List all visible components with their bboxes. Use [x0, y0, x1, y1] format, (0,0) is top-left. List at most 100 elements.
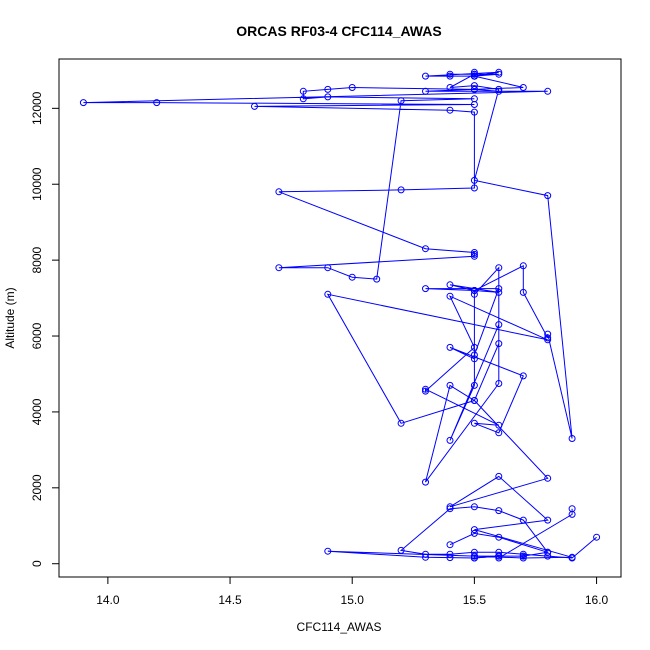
data-point [519, 552, 527, 560]
data-point [470, 72, 478, 80]
data-point [495, 264, 503, 272]
x-tick-label: 15.5 [463, 593, 487, 607]
data-point [544, 552, 552, 560]
y-tick-label: 8000 [30, 246, 44, 273]
data-point [495, 472, 503, 480]
data-point [470, 82, 478, 90]
x-tick-label: 15.0 [341, 593, 365, 607]
data-point [470, 95, 478, 103]
data-point [470, 526, 478, 534]
data-point [446, 292, 454, 300]
data-point [422, 478, 429, 486]
data-point [446, 70, 454, 78]
data-point [446, 84, 454, 91]
data-point [422, 245, 429, 253]
data-point [470, 70, 478, 78]
data-point [470, 397, 478, 404]
data-point [544, 548, 552, 556]
data-point [470, 249, 478, 256]
data-point [422, 87, 429, 95]
data-point [446, 436, 454, 444]
x-tick-label: 14.5 [218, 593, 242, 607]
plot-frame [58, 58, 622, 578]
data-point [446, 550, 454, 558]
data-point [446, 554, 454, 562]
x-tick-label: 14.0 [96, 593, 120, 607]
data-point [519, 372, 527, 380]
series-layer [79, 68, 601, 562]
y-tick-label: 12000 [30, 91, 44, 125]
data-point [470, 287, 478, 294]
data-point [324, 264, 332, 272]
data-point [470, 184, 478, 192]
data-point [446, 503, 454, 511]
data-point [470, 554, 478, 562]
data-point [251, 102, 258, 110]
data-point [495, 87, 503, 95]
data-point [495, 285, 503, 293]
x-axis: 14.0 14.5 15.0 15.5 16.0 [96, 577, 609, 607]
data-point [495, 533, 503, 541]
data-point [299, 95, 307, 103]
data-point [153, 99, 161, 107]
data-point [470, 252, 478, 260]
data-point [470, 108, 478, 116]
data-point [495, 507, 503, 515]
data-point [544, 87, 552, 95]
data-point [544, 516, 552, 524]
data-point [495, 340, 503, 348]
data-point [519, 516, 527, 524]
data-point [446, 505, 454, 513]
data-point [495, 85, 503, 93]
data-point [593, 533, 601, 541]
data-point [519, 262, 527, 270]
data-point [397, 419, 405, 427]
data-point [495, 380, 503, 387]
chart-title: ORCAS RF03-4 CFC114_AWAS [236, 23, 441, 39]
data-point [446, 72, 454, 80]
data-point [495, 321, 503, 329]
data-point [495, 70, 503, 78]
data-point [519, 554, 527, 562]
data-point [422, 72, 429, 80]
data-point [568, 435, 576, 442]
data-point [470, 85, 478, 93]
data-point [470, 176, 478, 184]
data-point [544, 474, 552, 482]
data-point [470, 68, 478, 76]
x-axis-label: CFC114_AWAS [297, 620, 382, 634]
data-point [544, 334, 552, 342]
data-point [324, 547, 332, 555]
y-axis-label: Altitude (m) [3, 287, 17, 348]
data-point [568, 554, 576, 562]
data-point [495, 288, 503, 296]
data-point [348, 273, 356, 281]
data-point [422, 385, 429, 393]
y-tick-label: 0 [30, 560, 44, 567]
data-point [275, 188, 283, 196]
data-point [324, 93, 332, 101]
y-axis: 0 2000 4000 6000 8000 10000 12000 [30, 91, 59, 567]
data-point [519, 550, 527, 558]
data-point [299, 87, 307, 95]
data-point [470, 290, 478, 298]
data-point [422, 553, 429, 561]
data-point [544, 330, 552, 338]
data-point [519, 84, 527, 91]
series-line [327, 506, 597, 559]
data-point [470, 503, 478, 511]
y-tick-label: 10000 [30, 167, 44, 201]
data-point [446, 281, 454, 289]
data-point [495, 421, 503, 429]
data-point [470, 355, 478, 363]
data-point [544, 192, 552, 200]
data-point [495, 429, 503, 437]
data-point [470, 552, 478, 560]
data-point [470, 419, 478, 427]
data-point [495, 548, 503, 556]
data-point [446, 381, 454, 389]
data-point [373, 275, 381, 283]
y-tick-label: 4000 [30, 398, 44, 425]
data-point [470, 351, 478, 359]
